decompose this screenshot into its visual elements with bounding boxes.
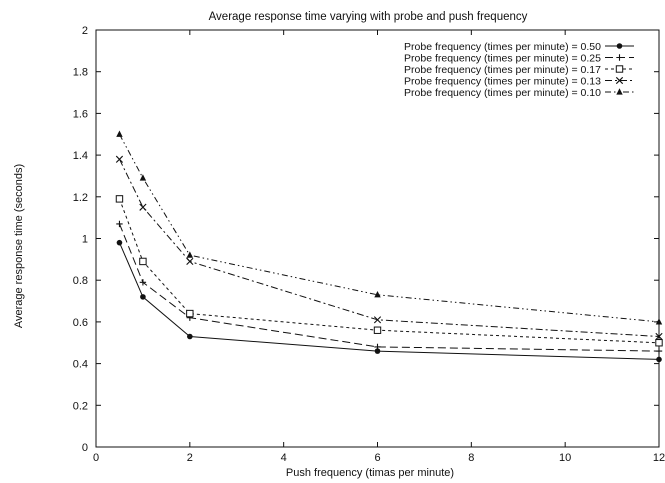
data-point xyxy=(139,203,147,211)
y-axis-ticks: 0 0.2 0.4 0.6 0.8 1 1.2 1.4 1.6 1.8 2 xyxy=(73,25,659,454)
data-point xyxy=(140,294,146,300)
y-tick-label: 2 xyxy=(82,25,88,37)
y-tick-label: 1.6 xyxy=(73,108,88,120)
legend-label: Probe frequency (times per minute) = 0.1… xyxy=(404,87,601,99)
series-2 xyxy=(116,220,663,355)
x-tick-label: 6 xyxy=(374,452,380,464)
data-point xyxy=(186,257,194,266)
legend: Probe frequency (times per minute) = 0.5… xyxy=(404,41,634,99)
series-3 xyxy=(115,195,663,347)
chart-title: Average response time varying with probe… xyxy=(209,11,528,23)
x-axis-label: Push frequency (timas per minute) xyxy=(286,467,454,479)
series-line xyxy=(119,134,660,323)
data-point xyxy=(373,326,382,334)
data-point xyxy=(655,318,663,325)
legend-label: Probe frequency (times per minute) = 0.2… xyxy=(404,53,601,65)
x-tick-label: 2 xyxy=(187,452,193,464)
legend-marker xyxy=(616,88,623,95)
x-tick-label: 0 xyxy=(93,452,99,464)
legend-item: Probe frequency (times per minute) = 0.1… xyxy=(404,87,634,99)
legend-item: Probe frequency (times per minute) = 0.1… xyxy=(404,64,634,76)
legend-marker xyxy=(616,43,623,49)
y-tick-label: 1.2 xyxy=(73,192,88,204)
data-point xyxy=(139,279,147,286)
data-point xyxy=(116,239,123,246)
data-point xyxy=(116,130,123,137)
series-layer xyxy=(115,130,663,363)
y-axis-label: Average response time (seconds) xyxy=(13,164,25,328)
legend-marker xyxy=(615,76,624,85)
data-point xyxy=(655,347,663,355)
data-point xyxy=(115,155,124,163)
legend-label: Probe frequency (times per minute) = 0.1… xyxy=(404,64,601,76)
y-tick-label: 1 xyxy=(82,234,88,246)
data-point xyxy=(373,316,382,324)
data-point xyxy=(139,174,147,181)
y-tick-label: 1.8 xyxy=(73,67,88,79)
y-tick-label: 0 xyxy=(82,442,88,454)
series-5 xyxy=(116,130,663,325)
data-point xyxy=(374,348,381,354)
legend-item: Probe frequency (times per minute) = 0.1… xyxy=(404,76,634,88)
data-point xyxy=(655,332,663,341)
legend-marker xyxy=(616,54,623,61)
legend-label: Probe frequency (times per minute) = 0.5… xyxy=(404,41,601,53)
data-point xyxy=(374,343,381,351)
y-tick-label: 0.8 xyxy=(73,275,88,287)
legend-item: Probe frequency (times per minute) = 0.5… xyxy=(404,41,634,53)
data-point xyxy=(187,333,193,340)
y-tick-label: 0.6 xyxy=(73,317,88,329)
y-tick-label: 0.2 xyxy=(73,400,88,412)
x-tick-label: 10 xyxy=(559,452,571,464)
data-point xyxy=(656,356,662,363)
series-line xyxy=(119,198,660,344)
legend-marker xyxy=(615,65,624,73)
x-tick-label: 12 xyxy=(653,452,665,464)
data-point xyxy=(374,290,381,298)
data-point xyxy=(186,309,194,318)
series-line xyxy=(119,242,660,360)
y-tick-label: 0.4 xyxy=(73,359,88,371)
data-point xyxy=(139,257,147,266)
x-axis-ticks: 0 2 4 6 8 10 12 xyxy=(93,30,665,464)
x-tick-label: 8 xyxy=(468,452,474,464)
series-line xyxy=(119,223,660,352)
series-4 xyxy=(115,155,663,341)
data-point xyxy=(116,220,123,228)
data-point xyxy=(186,251,194,258)
series-1 xyxy=(116,239,662,363)
y-tick-label: 1.4 xyxy=(73,150,88,162)
legend-item: Probe frequency (times per minute) = 0.2… xyxy=(404,53,634,65)
data-point xyxy=(655,339,663,347)
x-tick-label: 4 xyxy=(281,452,287,464)
legend-label: Probe frequency (times per minute) = 0.1… xyxy=(404,76,601,88)
data-point xyxy=(115,195,124,203)
series-line xyxy=(119,159,660,337)
